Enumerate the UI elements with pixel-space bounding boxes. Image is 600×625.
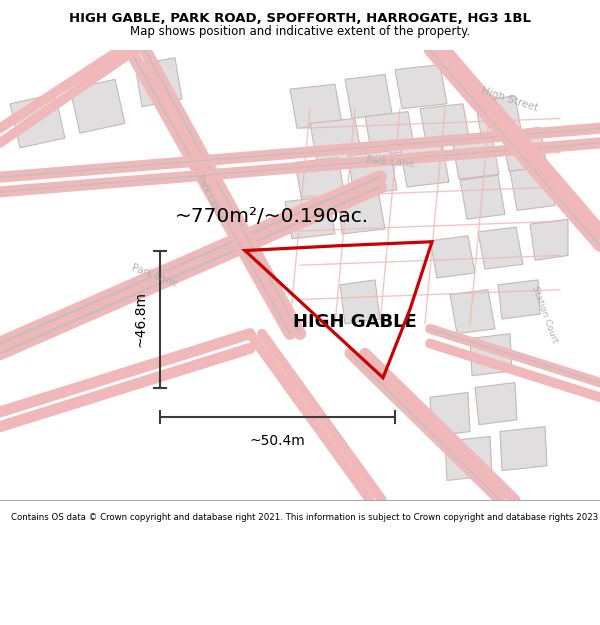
Polygon shape bbox=[510, 166, 555, 211]
Text: ~46.8m: ~46.8m bbox=[134, 291, 148, 347]
Polygon shape bbox=[452, 135, 499, 179]
Polygon shape bbox=[290, 84, 342, 128]
Polygon shape bbox=[135, 58, 182, 107]
Polygon shape bbox=[502, 127, 547, 171]
Text: Park Lane: Park Lane bbox=[365, 156, 415, 169]
Polygon shape bbox=[460, 175, 505, 219]
Polygon shape bbox=[470, 334, 512, 376]
Text: Park Lane: Park Lane bbox=[131, 262, 179, 288]
Text: High Street: High Street bbox=[481, 85, 539, 112]
Polygon shape bbox=[345, 74, 392, 119]
Polygon shape bbox=[400, 143, 449, 187]
Polygon shape bbox=[420, 104, 470, 148]
Polygon shape bbox=[475, 96, 522, 140]
Polygon shape bbox=[10, 94, 65, 148]
Polygon shape bbox=[340, 280, 380, 324]
Polygon shape bbox=[285, 197, 335, 239]
Text: HIGH GABLE, PARK ROAD, SPOFFORTH, HARROGATE, HG3 1BL: HIGH GABLE, PARK ROAD, SPOFFORTH, HARROG… bbox=[69, 12, 531, 26]
Polygon shape bbox=[530, 219, 568, 261]
Polygon shape bbox=[478, 227, 523, 269]
Polygon shape bbox=[445, 436, 492, 481]
Text: ~50.4m: ~50.4m bbox=[250, 434, 305, 449]
Polygon shape bbox=[365, 112, 415, 156]
Polygon shape bbox=[430, 236, 475, 278]
Text: Map shows position and indicative extent of the property.: Map shows position and indicative extent… bbox=[130, 24, 470, 38]
Polygon shape bbox=[498, 280, 540, 319]
Polygon shape bbox=[310, 119, 362, 162]
Polygon shape bbox=[338, 190, 385, 234]
Polygon shape bbox=[430, 392, 470, 436]
Polygon shape bbox=[395, 64, 447, 109]
Text: Station Court: Station Court bbox=[530, 284, 560, 344]
Polygon shape bbox=[348, 151, 397, 195]
Polygon shape bbox=[450, 289, 495, 334]
Polygon shape bbox=[475, 382, 517, 424]
Text: Park Lands: Park Lands bbox=[196, 173, 224, 221]
Text: ~770m²/~0.190ac.: ~770m²/~0.190ac. bbox=[175, 207, 369, 226]
Text: Contains OS data © Crown copyright and database right 2021. This information is : Contains OS data © Crown copyright and d… bbox=[11, 512, 600, 521]
Text: HIGH GABLE: HIGH GABLE bbox=[293, 313, 417, 331]
Polygon shape bbox=[70, 79, 125, 133]
Polygon shape bbox=[295, 158, 345, 202]
Polygon shape bbox=[500, 427, 547, 471]
